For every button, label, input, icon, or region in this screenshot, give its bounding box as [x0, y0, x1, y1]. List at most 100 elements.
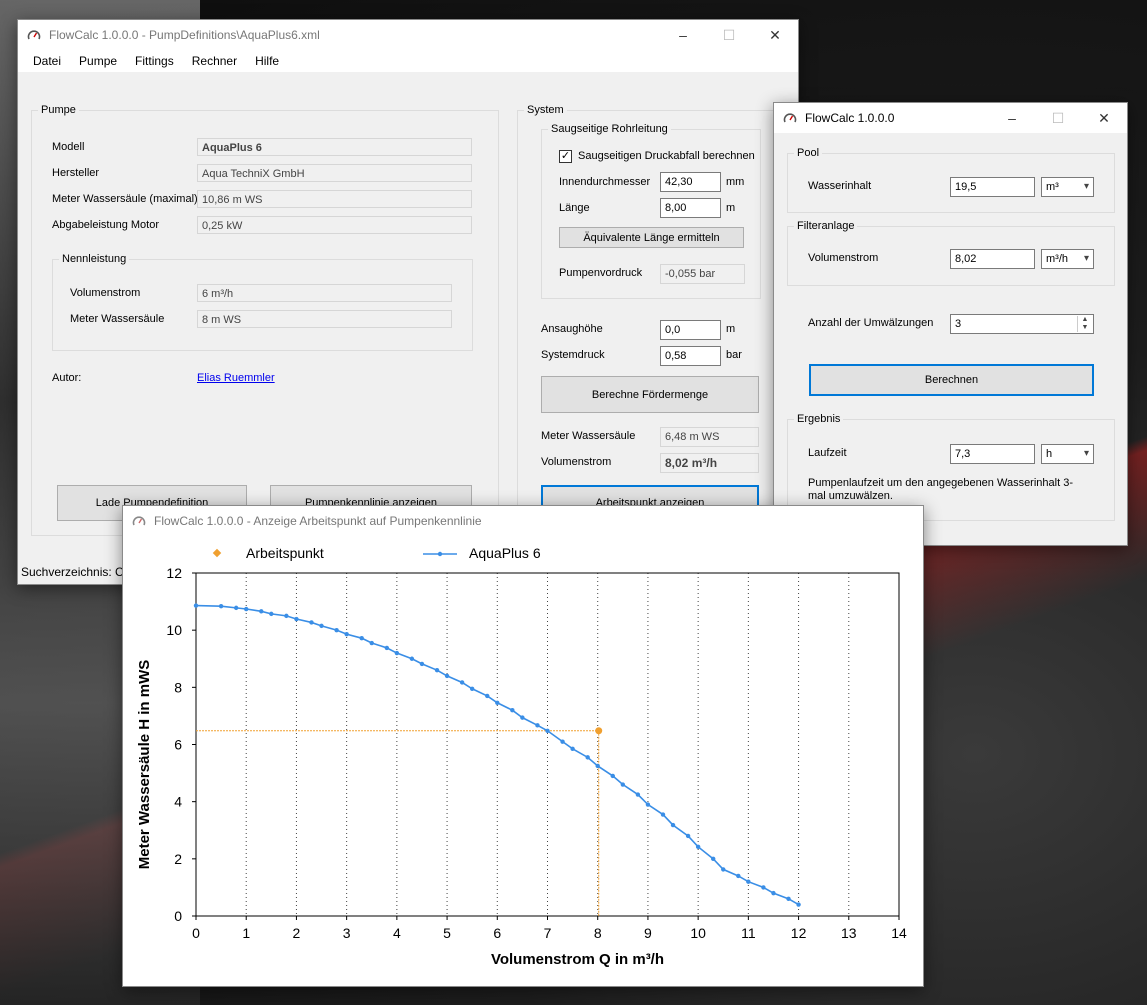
berechnen-button[interactable]: Berechnen — [809, 364, 1094, 396]
data-point — [771, 890, 776, 896]
nennleistung-legend: Nennleistung — [62, 253, 127, 265]
data-point — [284, 613, 289, 619]
data-point — [459, 680, 465, 685]
nenn-mws-label: Meter Wassersäule — [70, 313, 165, 325]
abgabe-field[interactable]: 0,25 kW — [197, 216, 472, 234]
umwaelzungen-value: 3 — [955, 318, 962, 330]
pump-curve-chart: 0 1 2 3 4 5 6 7 8 9 10 11 12 13 14024681012Volumenstro… — [136, 545, 907, 968]
innendurchmesser-input[interactable]: 42,30 — [660, 172, 721, 192]
data-point — [469, 686, 475, 691]
x-axis-label: Volumenstrom Q in m³/h — [491, 951, 664, 968]
data-point — [369, 640, 374, 646]
data-point — [244, 606, 249, 612]
x-tick-label: 1 — [242, 925, 250, 941]
ansaughoehe-unit: m — [726, 323, 736, 335]
status-text: Suchverzeichnis: C: — [21, 565, 128, 579]
modell-field[interactable]: AquaPlus 6 — [197, 138, 472, 156]
data-point — [560, 739, 565, 744]
data-point — [595, 763, 600, 769]
main-window-title: FlowCalc 1.0.0.0 - PumpDefinitions\AquaP… — [49, 28, 320, 42]
abgabe-label: Abgabeleistung Motor — [52, 219, 160, 231]
wasserinhalt-unit-value: m³ — [1046, 181, 1059, 193]
data-point — [670, 822, 676, 828]
maximize-icon[interactable]: ☐ — [1051, 109, 1065, 126]
druckabfall-checkbox[interactable]: ✓ — [559, 150, 572, 163]
x-tick-label: 4 — [393, 925, 401, 941]
main-titlebar[interactable]: FlowCalc 1.0.0.0 - PumpDefinitions\AquaP… — [18, 20, 798, 50]
x-tick-label: 8 — [594, 925, 602, 941]
data-point — [319, 623, 324, 629]
hersteller-field[interactable]: Aqua TechniX GmbH — [197, 164, 472, 182]
pool-legend: Pool — [797, 147, 820, 159]
data-point — [796, 902, 801, 907]
chart-titlebar[interactable]: FlowCalc 1.0.0.0 - Anzeige Arbeitspunkt … — [123, 506, 923, 536]
plot-frame — [195, 572, 900, 917]
aequivalente-laenge-button[interactable]: Äquivalente Länge ermitteln — [559, 227, 744, 248]
data-point — [585, 755, 590, 760]
data-point — [495, 700, 500, 705]
saugseitige-group: Saugseitige Rohrleitung — [541, 123, 761, 299]
laufzeit-unit-value: h — [1046, 448, 1053, 460]
data-point — [535, 723, 540, 728]
laenge-label: Länge — [559, 202, 590, 214]
umwaelzungen-input[interactable]: 3 ▲ ▼ — [950, 314, 1094, 334]
x-tick-label: 6 — [493, 925, 501, 941]
wasserinhalt-input[interactable]: 19,5 — [950, 177, 1035, 197]
minimize-icon[interactable]: – — [679, 27, 687, 43]
system-volumenstrom-field[interactable]: 8,02 m³/h — [660, 453, 759, 473]
data-point — [695, 844, 701, 850]
ansaughoehe-input[interactable]: 0,0 — [660, 320, 721, 340]
menu-datei[interactable]: Datei — [33, 54, 62, 68]
nenn-mws-field[interactable]: 8 m WS — [197, 310, 452, 328]
legend-label-aquaplus: AquaPlus 6 — [469, 545, 541, 561]
series-line-aquaplus — [195, 604, 799, 906]
menu-fittings[interactable]: Fittings — [135, 54, 174, 68]
data-point — [444, 673, 450, 679]
y-tick-label: 8 — [174, 679, 182, 695]
close-icon[interactable]: ✕ — [1098, 109, 1110, 126]
close-icon[interactable]: ✕ — [769, 26, 781, 43]
berechne-foerdermenge-button[interactable]: Berechne Fördermenge — [541, 376, 759, 413]
x-tick-label: 13 — [841, 925, 857, 941]
calc-volumenstrom-input[interactable]: 8,02 — [950, 249, 1035, 269]
modell-label: Modell — [52, 141, 85, 153]
filteranlage-legend: Filteranlage — [797, 220, 855, 232]
system-mws-field[interactable]: 6,48 m WS — [660, 427, 759, 447]
data-point — [193, 603, 199, 608]
ergebnis-group: Ergebnis — [787, 413, 1115, 521]
systemdruck-unit: bar — [726, 349, 742, 361]
autor-link[interactable]: Elias Ruemmler — [197, 372, 275, 384]
mws-max-field[interactable]: 10,86 m WS — [197, 190, 472, 208]
chart-window-title: FlowCalc 1.0.0.0 - Anzeige Arbeitspunkt … — [154, 514, 482, 528]
data-point — [218, 603, 224, 609]
maximize-icon[interactable]: ☐ — [722, 26, 736, 43]
spinner-arrows-icon[interactable]: ▲ ▼ — [1077, 316, 1092, 332]
data-point — [520, 715, 525, 720]
menu-hilfe[interactable]: Hilfe — [255, 54, 280, 68]
system-mws-label: Meter Wassersäule — [541, 430, 636, 442]
x-tick-label: 14 — [891, 925, 907, 941]
gauge-icon — [27, 30, 41, 40]
operating-point-marker — [595, 727, 603, 735]
chevron-down-icon: ▾ — [1083, 448, 1089, 459]
systemdruck-input[interactable]: 0,58 — [660, 346, 721, 366]
result-text: Pumpenlaufzeit um den angegebenen Wasser… — [808, 477, 1073, 502]
menu-rechner[interactable]: Rechner — [191, 54, 238, 68]
laufzeit-field[interactable]: 7,3 — [950, 444, 1035, 464]
calc-titlebar[interactable]: FlowCalc 1.0.0.0 – ☐ ✕ — [774, 103, 1127, 133]
volumenstrom-unit-select[interactable]: m³/h ▾ — [1041, 249, 1094, 269]
data-point — [635, 792, 641, 797]
wasserinhalt-unit-select[interactable]: m³ ▾ — [1041, 177, 1094, 197]
data-point — [233, 605, 239, 611]
laenge-input[interactable]: 8,00 — [660, 198, 721, 218]
chevron-down-icon: ▾ — [1083, 181, 1089, 192]
y-tick-label: 10 — [166, 622, 182, 638]
minimize-icon[interactable]: – — [1008, 110, 1016, 126]
pool-group: Pool — [787, 147, 1115, 213]
menu-pumpe[interactable]: Pumpe — [79, 54, 118, 68]
legend-label-arbeitspunkt: Arbeitspunkt — [246, 545, 324, 561]
laufzeit-unit-select[interactable]: h ▾ — [1041, 444, 1094, 464]
data-point — [746, 879, 751, 884]
pumpenvordruck-field[interactable]: -0,055 bar — [660, 264, 745, 284]
nenn-volumenstrom-field[interactable]: 6 m³/h — [197, 284, 452, 302]
